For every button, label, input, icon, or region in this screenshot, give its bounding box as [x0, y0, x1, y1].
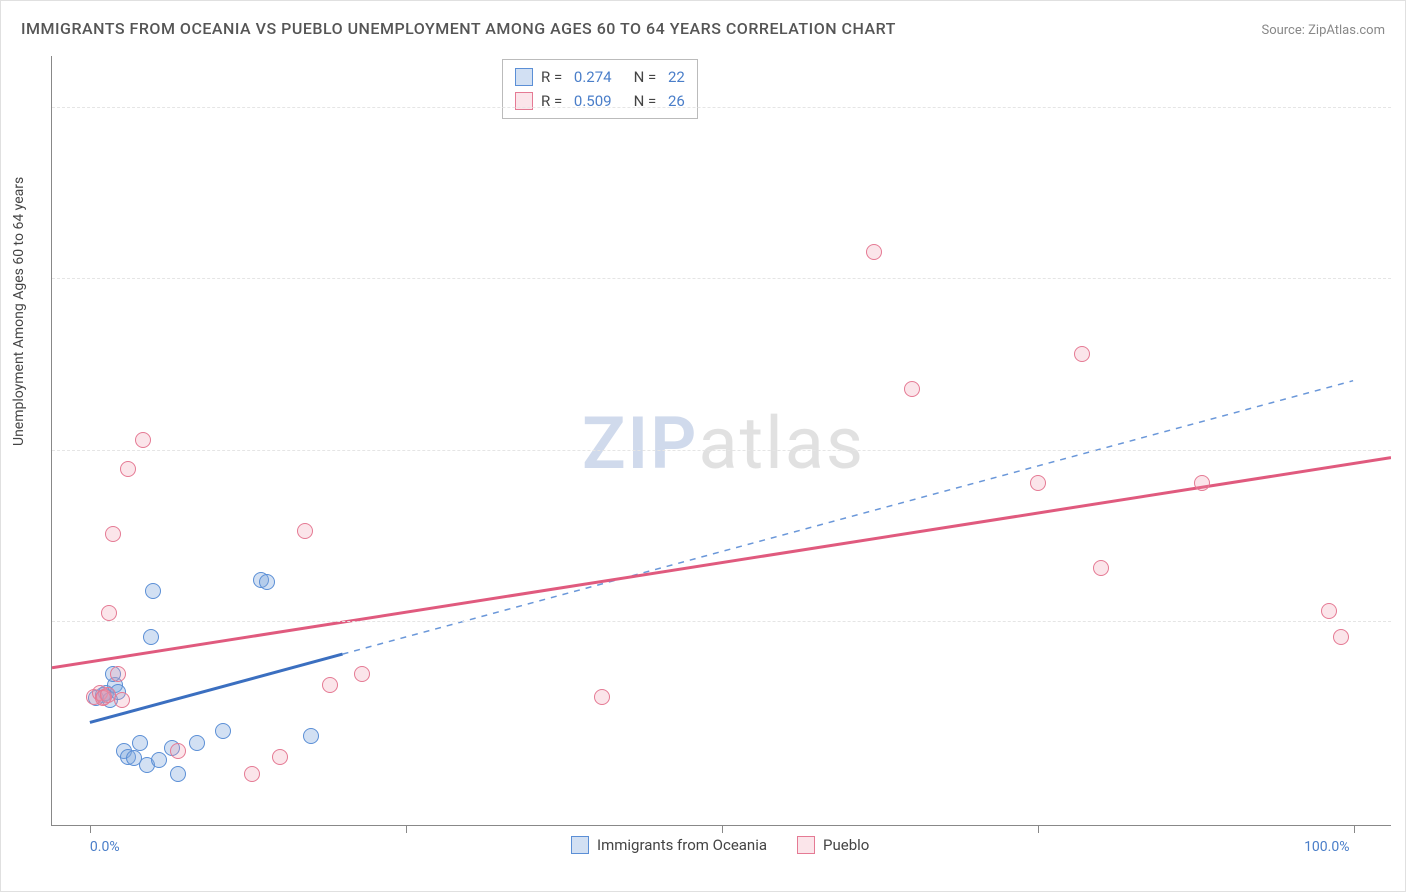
x-tick: [1354, 825, 1355, 833]
data-point-pink: [322, 677, 338, 693]
source-value: ZipAtlas.com: [1308, 23, 1385, 38]
data-point-blue: [259, 574, 275, 590]
data-point-pink: [120, 461, 136, 477]
data-point-pink: [1030, 475, 1046, 491]
y-axis-label: Unemployment Among Ages 60 to 64 years: [11, 177, 27, 446]
data-point-pink: [135, 432, 151, 448]
trend-line-blue-solid: [90, 654, 343, 722]
data-point-pink: [1093, 560, 1109, 576]
data-point-pink: [1074, 346, 1090, 362]
x-tick: [90, 825, 91, 833]
data-point-pink: [170, 743, 186, 759]
data-point-pink: [354, 666, 370, 682]
gridline: [52, 621, 1391, 622]
data-point-pink: [1333, 629, 1349, 645]
legend-series-label: Immigrants from Oceania: [597, 836, 767, 854]
x-tick: [406, 825, 407, 833]
legend-series-item-blue: Immigrants from Oceania: [571, 836, 767, 854]
gridline: [52, 450, 1391, 451]
data-point-pink: [594, 689, 610, 705]
source-label: Source:: [1261, 23, 1308, 38]
data-point-blue: [145, 583, 161, 599]
trend-lines-svg: [52, 56, 1391, 825]
data-point-blue: [143, 629, 159, 645]
data-point-pink: [297, 523, 313, 539]
legend-series: Immigrants from Oceania Pueblo: [571, 836, 869, 854]
x-tick: [1038, 825, 1039, 833]
data-point-blue: [170, 766, 186, 782]
source-attribution: Source: ZipAtlas.com: [1261, 23, 1385, 38]
legend-series-item-pink: Pueblo: [797, 836, 869, 854]
data-point-pink: [1321, 603, 1337, 619]
data-point-pink: [244, 766, 260, 782]
data-point-pink: [101, 605, 117, 621]
legend-r-label: R =: [541, 68, 566, 86]
gridline: [52, 107, 1391, 108]
legend-n-label: N =: [634, 68, 660, 86]
legend-series-swatch: [797, 836, 815, 854]
x-tick: [722, 825, 723, 833]
watermark-brand-a: ZIP: [582, 401, 698, 486]
x-tick-label: 0.0%: [90, 839, 120, 855]
data-point-blue: [303, 728, 319, 744]
legend-r-value: 0.274: [574, 68, 612, 86]
data-point-pink: [110, 666, 126, 682]
x-tick-label: 100.0%: [1304, 839, 1349, 855]
legend-swatch-blue: [515, 68, 533, 86]
data-point-pink: [105, 526, 121, 542]
data-point-blue: [132, 735, 148, 751]
data-point-pink: [866, 244, 882, 260]
trend-line-pink: [52, 458, 1391, 668]
legend-series-label: Pueblo: [823, 836, 869, 854]
data-point-blue: [215, 723, 231, 739]
watermark: ZIPatlas: [582, 401, 865, 486]
legend-row-pink: R = 0.509N = 26: [515, 89, 685, 113]
data-point-pink: [904, 381, 920, 397]
legend-row-blue: R = 0.274 N = 22: [515, 65, 685, 89]
data-point-blue: [151, 752, 167, 768]
data-point-pink: [1194, 475, 1210, 491]
gridline: [52, 278, 1391, 279]
legend-correlation: R = 0.274 N = 22 R = 0.509N = 26: [502, 59, 698, 119]
data-point-blue: [189, 735, 205, 751]
data-point-pink: [114, 692, 130, 708]
legend-n-value: 22: [668, 68, 685, 86]
chart-title: IMMIGRANTS FROM OCEANIA VS PUEBLO UNEMPL…: [21, 19, 896, 38]
watermark-brand-b: atlas: [698, 401, 865, 486]
data-point-pink: [272, 749, 288, 765]
chart-container: IMMIGRANTS FROM OCEANIA VS PUEBLO UNEMPL…: [0, 0, 1406, 892]
trend-line-blue-dashed: [343, 381, 1354, 654]
plot-area: R = 0.274N = 22R = 0.509N = 26 ZIPatlas …: [51, 56, 1391, 826]
legend-series-swatch: [571, 836, 589, 854]
